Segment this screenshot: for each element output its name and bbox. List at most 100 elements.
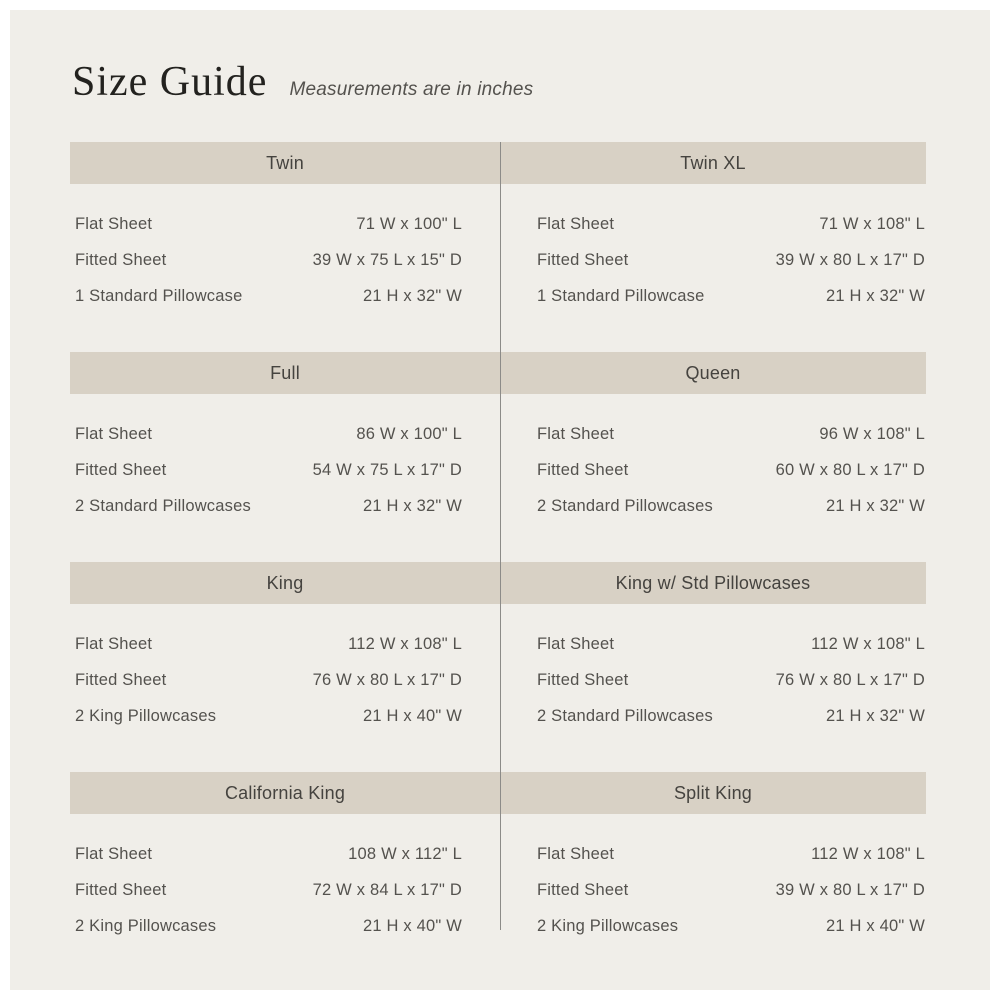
table-row: Fitted Sheet 54 W x 75 L x 17" D [70,452,500,488]
item-label: 1 Standard Pillowcase [537,286,705,305]
table-row: Flat Sheet 71 W x 100" L [70,206,500,242]
section-header: California King [70,772,500,814]
item-dimensions: 112 W x 108" L [811,634,925,653]
table-row: 2 Standard Pillowcases 21 H x 32" W [500,698,926,734]
section-header: King w/ Std Pillowcases [500,562,926,604]
table-row: Flat Sheet 112 W x 108" L [70,626,500,662]
item-label: 1 Standard Pillowcase [75,286,243,305]
item-dimensions: 72 W x 84 L x 17" D [312,880,462,899]
item-label: 2 King Pillowcases [75,706,217,725]
item-dimensions: 21 H x 40" W [362,706,462,725]
section-rows: Flat Sheet 96 W x 108" L Fitted Sheet 60 W … [500,394,926,524]
item-dimensions: 21 H x 32" W [825,286,925,305]
section-header: King [70,562,500,604]
item-label: Flat Sheet [537,634,615,653]
table-row: Flat Sheet 112 W x 108" L [500,626,926,662]
item-dimensions: 21 H x 40" W [362,916,462,935]
item-dimensions: 39 W x 75 L x 15" D [312,250,462,269]
item-dimensions: 76 W x 80 L x 17" D [312,670,462,689]
item-dimensions: 39 W x 80 L x 17" D [775,250,925,269]
item-label: Fitted Sheet [537,460,629,479]
section-header: Full [70,352,500,394]
item-dimensions: 112 W x 108" L [348,634,462,653]
section-rows: Flat Sheet 86 W x 100" L Fitted Sheet 54 W … [70,394,500,524]
item-label: Fitted Sheet [537,670,629,689]
item-dimensions: 112 W x 108" L [811,844,925,863]
item-dimensions: 21 H x 32" W [825,706,925,725]
size-section: Twin XL Flat Sheet 71 W x 108" L Fitted She… [500,142,926,314]
item-label: Flat Sheet [75,214,153,233]
table-row: Flat Sheet 71 W x 108" L [500,206,926,242]
item-label: 2 Standard Pillowcases [537,706,713,725]
item-label: Flat Sheet [537,844,615,863]
item-dimensions: 21 H x 32" W [825,496,925,515]
table-row: 2 Standard Pillowcases 21 H x 32" W [70,488,500,524]
item-dimensions: 108 W x 112" L [348,844,462,863]
table-row: Flat Sheet 86 W x 100" L [70,416,500,452]
item-dimensions: 96 W x 108" L [819,424,925,443]
item-label: Fitted Sheet [537,880,629,899]
item-dimensions: 60 W x 80 L x 17" D [775,460,925,479]
item-label: Flat Sheet [75,844,153,863]
item-label: Fitted Sheet [537,250,629,269]
item-dimensions: 39 W x 80 L x 17" D [775,880,925,899]
item-label: 2 King Pillowcases [75,916,217,935]
column-divider [500,142,501,930]
section-header: Twin XL [500,142,926,184]
table-row: Fitted Sheet 72 W x 84 L x 17" D [70,872,500,908]
table-row: 1 Standard Pillowcase 21 H x 32" W [500,278,926,314]
size-table-right-column: Twin XL Flat Sheet 71 W x 108" L Fitted She… [500,142,926,982]
item-label: Fitted Sheet [75,670,167,689]
table-row: Fitted Sheet 39 W x 80 L x 17" D [500,872,926,908]
table-row: Fitted Sheet 76 W x 80 L x 17" D [70,662,500,698]
item-label: Fitted Sheet [75,880,167,899]
size-table-left-column: Twin Flat Sheet 71 W x 100" L Fitted Sheet 3… [70,142,500,982]
section-rows: Flat Sheet 71 W x 100" L Fitted Sheet 39 W … [70,184,500,314]
size-section: King Flat Sheet 112 W x 108" L Fitted Sheet… [70,562,500,734]
table-row: Fitted Sheet 76 W x 80 L x 17" D [500,662,926,698]
size-section: Full Flat Sheet 86 W x 100" L Fitted Sheet 5… [70,352,500,524]
table-row: 2 Standard Pillowcases 21 H x 32" W [500,488,926,524]
item-dimensions: 54 W x 75 L x 17" D [312,460,462,479]
section-header: Queen [500,352,926,394]
table-row: Flat Sheet 112 W x 108" L [500,836,926,872]
size-section: Queen Flat Sheet 96 W x 108" L Fitted Sheet… [500,352,926,524]
item-dimensions: 76 W x 80 L x 17" D [775,670,925,689]
size-guide-panel: Size Guide Measurements are in inches Tw… [10,10,990,990]
item-label: 2 Standard Pillowcases [75,496,251,515]
item-label: Flat Sheet [75,424,153,443]
item-label: 2 King Pillowcases [537,916,679,935]
section-rows: Flat Sheet 112 W x 108" L Fitted Sheet 39 W… [500,814,926,944]
item-label: Flat Sheet [537,424,615,443]
section-rows: Flat Sheet 108 W x 112" L Fitted Sheet 72 W… [70,814,500,944]
section-rows: Flat Sheet 71 W x 108" L Fitted Sheet 39 W … [500,184,926,314]
item-label: 2 Standard Pillowcases [537,496,713,515]
item-label: Flat Sheet [537,214,615,233]
table-row: Fitted Sheet 39 W x 75 L x 15" D [70,242,500,278]
item-dimensions: 21 H x 32" W [362,496,462,515]
table-row: Flat Sheet 96 W x 108" L [500,416,926,452]
size-section: Split King Flat Sheet 112 W x 108" L Fitted… [500,772,926,944]
table-row: 2 King Pillowcases 21 H x 40" W [500,908,926,944]
item-label: Flat Sheet [75,634,153,653]
item-label: Fitted Sheet [75,460,167,479]
title-row: Size Guide Measurements are in inches [72,58,533,106]
section-header: Twin [70,142,500,184]
item-dimensions: 86 W x 100" L [356,424,462,443]
item-label: Fitted Sheet [75,250,167,269]
measurement-note: Measurements are in inches [289,79,534,100]
table-row: 2 King Pillowcases 21 H x 40" W [70,908,500,944]
item-dimensions: 71 W x 108" L [819,214,925,233]
item-dimensions: 21 H x 32" W [362,286,462,305]
size-table: Twin Flat Sheet 71 W x 100" L Fitted Sheet 3… [70,142,926,982]
section-header: Split King [500,772,926,814]
section-rows: Flat Sheet 112 W x 108" L Fitted Sheet 76 W… [500,604,926,734]
page-title: Size Guide [72,59,268,105]
size-section: King w/ Std Pillowcases Flat Sheet 112 W x… [500,562,926,734]
table-row: 1 Standard Pillowcase 21 H x 32" W [70,278,500,314]
item-dimensions: 21 H x 40" W [825,916,925,935]
table-row: Flat Sheet 108 W x 112" L [70,836,500,872]
table-row: Fitted Sheet 60 W x 80 L x 17" D [500,452,926,488]
section-rows: Flat Sheet 112 W x 108" L Fitted Sheet 76 W… [70,604,500,734]
